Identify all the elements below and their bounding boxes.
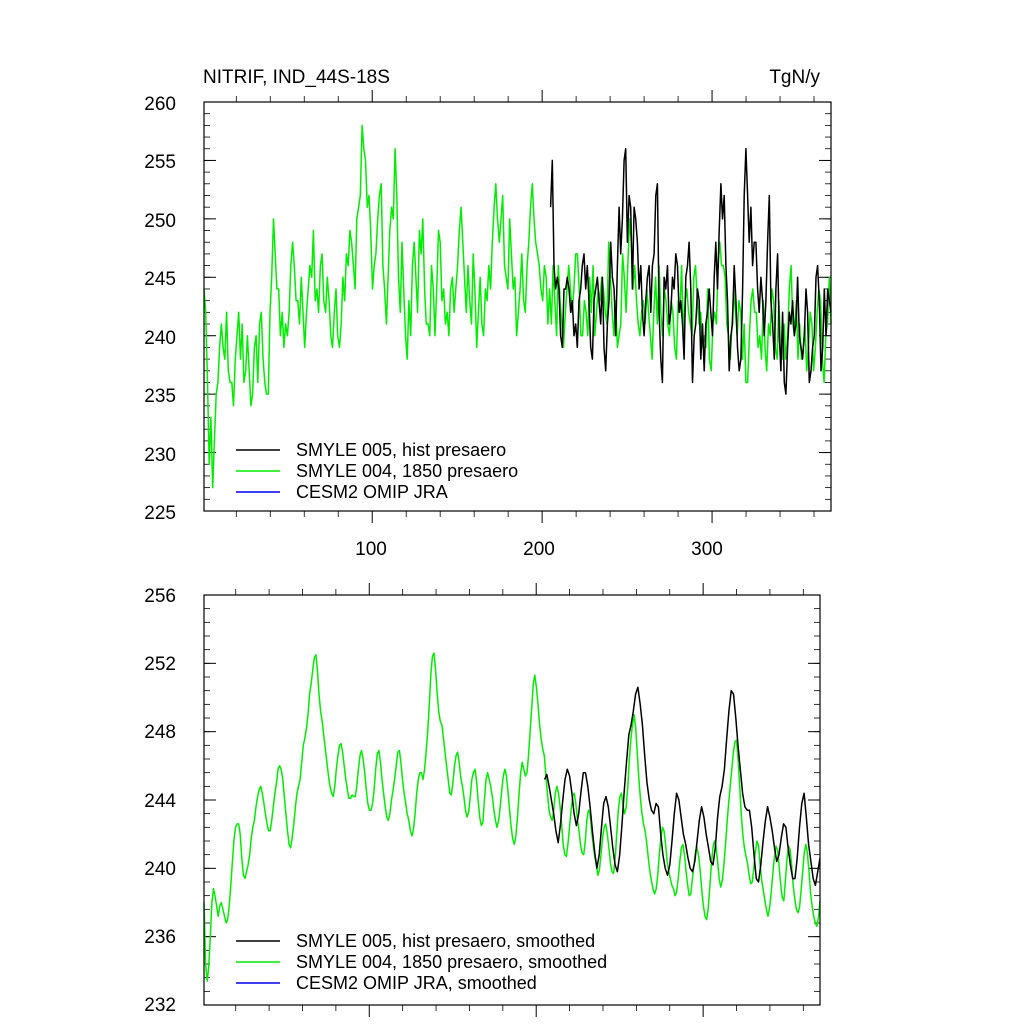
y-tick-label: 255 <box>144 152 176 173</box>
panel-bottom-frame <box>203 594 821 1006</box>
y-tick-label: 230 <box>144 445 176 466</box>
y-tick-label: 235 <box>144 386 176 407</box>
panel-top-y-tick-labels: 260 255 250 245 240 235 230 225 <box>144 94 176 524</box>
series-line-smyle-004-1850-presaero-smoothed <box>203 652 821 982</box>
y-tick-label: 260 <box>144 94 176 115</box>
y-tick-label: 245 <box>144 269 176 290</box>
panel-top-frame <box>203 101 832 512</box>
legend-label: SMYLE 004, 1850 presaero <box>296 461 518 481</box>
panel-bottom: 256 252 248 244 240 236 232 SMYLE 005, h… <box>144 583 821 1017</box>
legend-label: CESM2 OMIP JRA, smoothed <box>296 973 537 993</box>
y-tick-label: 225 <box>144 503 176 524</box>
y-tick-label: 240 <box>144 328 176 349</box>
series-line-smyle-005-hist-presaero-smoothed <box>543 686 821 887</box>
series-line-smyle-005-hist-presaero <box>549 147 832 395</box>
legend-label: SMYLE 005, hist presaero <box>296 440 506 460</box>
legend-label: CESM2 OMIP JRA <box>296 482 448 502</box>
panel-top-units: TgN/y <box>769 67 820 88</box>
y-tick-label: 232 <box>144 995 176 1016</box>
y-tick-label: 252 <box>144 654 176 675</box>
panel-top-legend: SMYLE 005, hist presaero SMYLE 004, 1850… <box>236 440 518 502</box>
x-tick-label: 100 <box>355 539 387 560</box>
series-line-smyle-004-1850-presaero <box>203 124 832 489</box>
x-tick-label: 200 <box>523 539 555 560</box>
y-tick-label: 244 <box>144 791 176 812</box>
x-tick-label: 300 <box>691 539 723 560</box>
y-tick-label: 248 <box>144 722 176 743</box>
panel-top: NITRIF, IND_44S-18S TgN/y 260 255 250 24… <box>144 67 832 560</box>
legend-label: SMYLE 005, hist presaero, smoothed <box>296 931 595 951</box>
panel-top-x-tick-labels: 100 200 300 <box>355 539 723 560</box>
y-tick-label: 250 <box>144 211 176 232</box>
y-tick-label: 236 <box>144 927 176 948</box>
panel-bottom-y-tick-labels: 256 252 248 244 240 236 232 <box>144 586 176 1016</box>
panel-bottom-legend: SMYLE 005, hist presaero, smoothed SMYLE… <box>236 931 607 993</box>
y-tick-label: 240 <box>144 859 176 880</box>
panel-top-title: NITRIF, IND_44S-18S <box>203 67 390 88</box>
panel-top-series <box>203 124 832 489</box>
legend-label: SMYLE 004, 1850 presaero, smoothed <box>296 952 607 972</box>
panel-bottom-series <box>203 652 821 982</box>
y-tick-label: 256 <box>144 586 176 607</box>
